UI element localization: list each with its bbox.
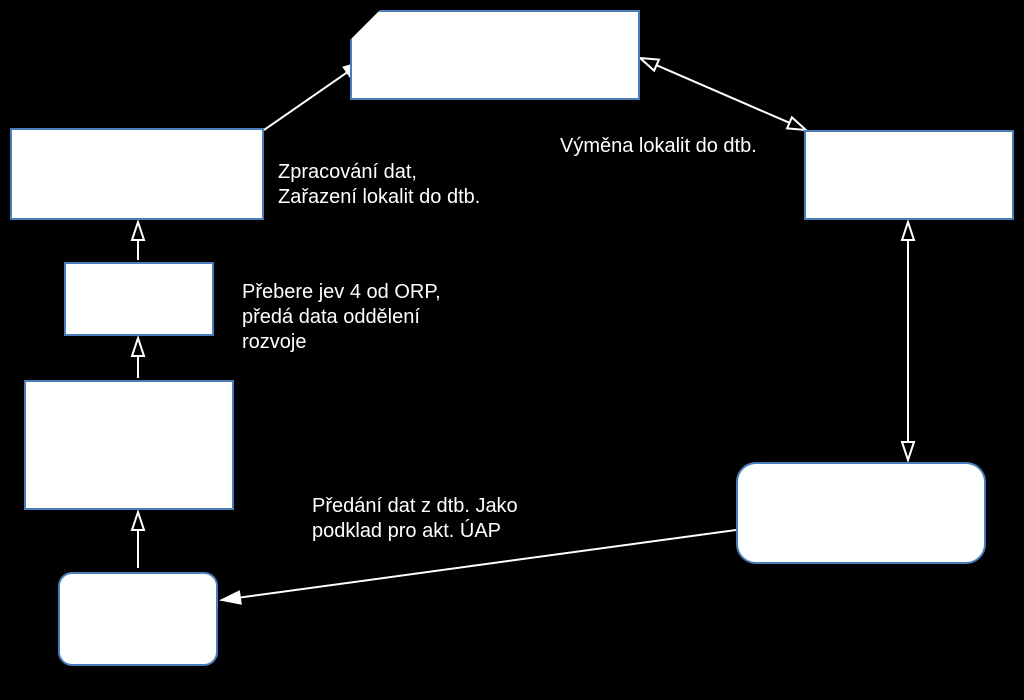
- diagram-canvas: Zpracování dat, Zařazení lokalit do dtb.…: [0, 0, 1024, 700]
- edge-1: [657, 65, 790, 123]
- node-rightRound: [736, 462, 986, 564]
- label-1: Výměna lokalit do dtb.: [560, 134, 757, 159]
- node-left1: [10, 128, 264, 220]
- node-left3: [24, 380, 234, 510]
- label-0: Zpracování dat, Zařazení lokalit do dtb.: [278, 160, 480, 210]
- node-top: [350, 10, 640, 100]
- node-left2: [64, 262, 214, 336]
- label-2: Přebere jev 4 od ORP, předá data oddělen…: [242, 280, 441, 355]
- edge-0: [264, 72, 347, 130]
- node-right1: [804, 130, 1014, 220]
- node-bottom: [58, 572, 218, 666]
- label-3: Předání dat z dtb. Jako podklad pro akt.…: [312, 494, 518, 544]
